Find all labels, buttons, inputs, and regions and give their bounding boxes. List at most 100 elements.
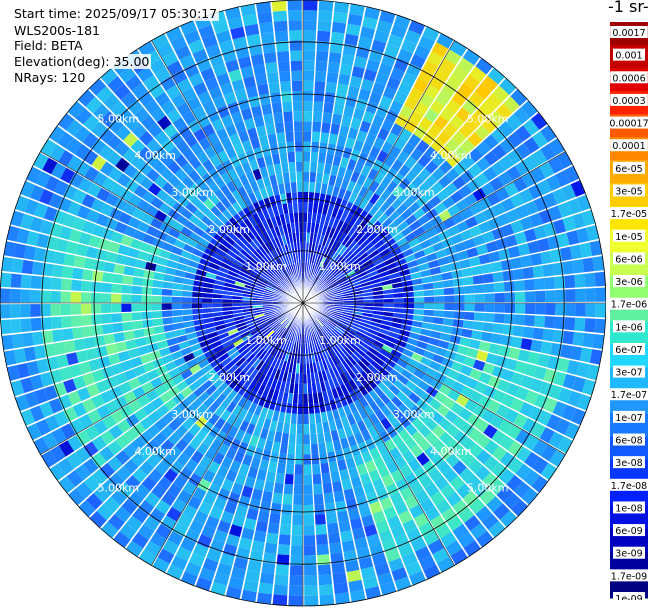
beta-cell	[378, 327, 390, 336]
beta-cell	[83, 441, 99, 458]
beta-cell	[160, 439, 175, 454]
beta-cell	[400, 385, 413, 398]
beta-cell	[371, 282, 382, 289]
beta-cell	[424, 445, 439, 460]
beta-cell	[184, 220, 197, 232]
beta-cell	[407, 20, 426, 35]
beta-cell	[250, 253, 260, 263]
beta-cell	[309, 342, 314, 353]
colorbar-tick-bg	[610, 116, 648, 129]
beta-cell	[303, 444, 311, 455]
beta-cell	[263, 294, 274, 299]
ray-line	[14, 302, 304, 398]
beta-cell	[184, 272, 196, 280]
beta-cell	[39, 372, 54, 388]
beta-cell	[242, 13, 258, 27]
beta-cell	[215, 201, 227, 213]
beta-cell	[177, 232, 190, 244]
beta-cell	[390, 247, 402, 257]
start-time-label: Start time: 2025/09/17 05:30:17	[12, 6, 220, 21]
beta-cell	[480, 263, 493, 274]
beta-cell	[309, 423, 317, 435]
beta-cell	[107, 118, 124, 135]
beta-cell	[341, 478, 353, 491]
beta-cell	[186, 96, 202, 111]
beta-cell	[347, 240, 357, 251]
range-ring-label: 5.00km	[98, 112, 140, 125]
beta-cell	[271, 0, 287, 12]
beta-cell	[307, 263, 312, 274]
beta-cell	[374, 421, 386, 434]
beta-cell	[271, 102, 283, 114]
beta-cell	[336, 275, 347, 283]
beta-cell	[572, 331, 585, 347]
beta-cell	[446, 225, 460, 237]
ray-line	[14, 208, 304, 304]
colorbar-tick-label: 0.001	[615, 51, 642, 62]
beta-cell	[265, 313, 276, 320]
beta-cell	[272, 594, 288, 606]
beta-cell	[137, 41, 156, 58]
beta-cell	[530, 339, 543, 353]
beta-cell	[524, 290, 536, 303]
beta-cell	[333, 490, 345, 503]
beta-cell	[0, 288, 11, 303]
beta-cell	[156, 42, 174, 59]
beta-cell	[456, 344, 469, 356]
beta-cell	[331, 387, 340, 399]
beta-cell	[256, 319, 268, 326]
beta-cell	[249, 368, 259, 380]
beta-cell	[386, 335, 398, 344]
beta-cell	[331, 290, 342, 296]
beta-cell	[282, 267, 290, 277]
beta-cell	[210, 358, 222, 369]
beta-cell	[482, 471, 499, 488]
beta-cell	[99, 462, 116, 479]
beta-cell	[303, 131, 312, 142]
beta-cell	[425, 506, 441, 522]
beta-cell	[514, 360, 528, 374]
beta-cell	[356, 270, 368, 279]
beta-cell	[195, 329, 207, 338]
beta-cell	[23, 245, 37, 261]
beta-cell	[460, 364, 473, 377]
beta-cell	[565, 288, 576, 302]
beta-cell	[392, 231, 405, 243]
colorbar-tick-bg	[610, 297, 648, 310]
beta-cell	[83, 458, 99, 475]
beta-cell	[357, 360, 368, 371]
beta-cell	[262, 296, 274, 300]
beta-cell	[478, 253, 491, 265]
beta-cell	[197, 91, 212, 106]
beta-cell	[90, 138, 107, 155]
ray-line	[302, 57, 482, 304]
beta-cell	[183, 243, 195, 254]
beta-cell	[267, 522, 280, 535]
beta-cell	[438, 209, 452, 222]
beta-cell	[201, 232, 213, 243]
beta-cell	[272, 389, 280, 401]
beta-cell	[274, 292, 285, 297]
beta-cell	[286, 265, 293, 276]
beta-cell	[207, 353, 219, 364]
beta-cell	[334, 271, 344, 280]
beta-cell	[134, 483, 151, 500]
beta-cell	[595, 287, 606, 302]
beta-cell	[498, 419, 513, 435]
beta-cell	[332, 154, 342, 167]
range-ring-label: 5.00km	[98, 482, 140, 495]
beta-cell	[510, 88, 528, 107]
beta-cell	[106, 134, 123, 151]
beta-cell	[268, 318, 278, 326]
beta-cell	[545, 289, 556, 302]
beta-cell	[174, 356, 187, 368]
beta-cell	[172, 316, 184, 324]
beta-cell	[510, 336, 523, 349]
beta-cell	[284, 182, 291, 194]
beta-cell	[354, 363, 364, 374]
beta-cell	[340, 530, 354, 543]
beta-cell	[378, 228, 390, 240]
beta-cell	[474, 83, 492, 100]
beta-cell	[243, 579, 259, 593]
beta-cell	[333, 328, 343, 337]
